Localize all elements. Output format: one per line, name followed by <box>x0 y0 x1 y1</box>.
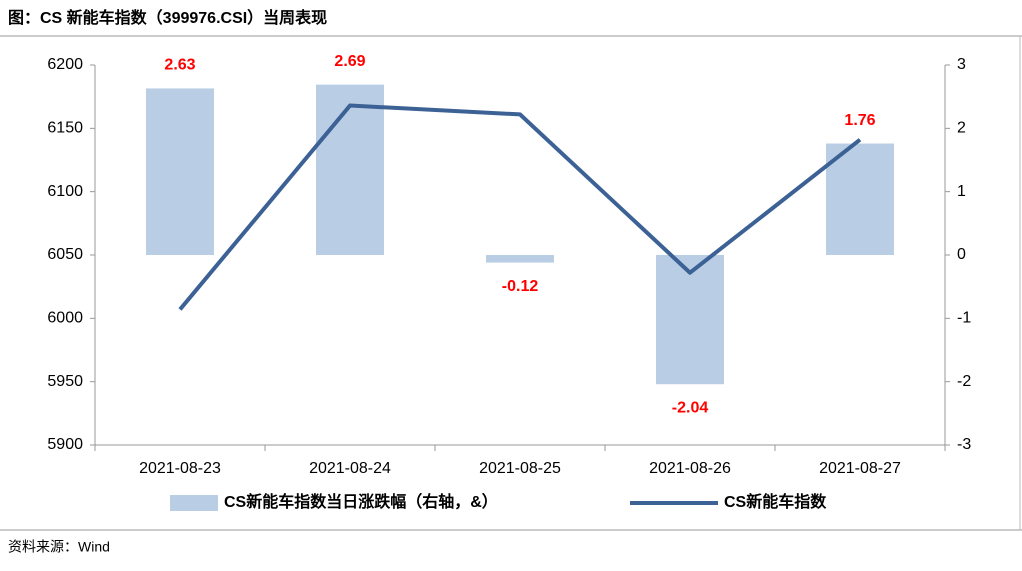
bar <box>486 255 554 263</box>
bar <box>656 255 724 385</box>
y2-tick-label: -1 <box>957 310 971 327</box>
y2-tick-label: -3 <box>957 436 971 453</box>
y2-tick-label: 3 <box>957 56 966 73</box>
line <box>178 103 862 311</box>
legend-label: CS新能车指数 <box>724 492 827 511</box>
data-label: 2.69 <box>334 53 365 70</box>
x-tick-label: 2021-08-25 <box>479 460 561 477</box>
y-tick-label: 6150 <box>47 120 83 137</box>
source: 资料来源：Wind <box>8 539 110 555</box>
bar <box>146 88 214 255</box>
y-tick-label: 5900 <box>47 436 83 453</box>
x-tick-label: 2021-08-27 <box>819 460 901 477</box>
x-tick-label: 2021-08-26 <box>649 460 731 477</box>
y2-tick-label: 2 <box>957 120 966 137</box>
bar <box>316 84 384 255</box>
x-tick-label: 2021-08-24 <box>309 460 391 477</box>
legend-swatch <box>170 495 218 511</box>
y2-tick-label: 1 <box>957 183 966 200</box>
bar <box>826 143 894 255</box>
y2-tick-label: 0 <box>957 246 966 263</box>
data-label: -0.12 <box>502 278 539 295</box>
data-label: 1.76 <box>844 112 875 129</box>
x-tick-label: 2021-08-23 <box>139 460 221 477</box>
data-label: -2.04 <box>672 399 709 416</box>
y2-tick-label: -2 <box>957 373 971 390</box>
y-tick-label: 6200 <box>47 56 83 73</box>
legend-label: CS新能车指数当日涨跌幅（右轴，&） <box>224 492 498 511</box>
data-label: 2.63 <box>164 57 195 74</box>
y-tick-label: 6100 <box>47 183 83 200</box>
chart-title: 图：CS 新能车指数（399976.CSI）当周表现 <box>8 8 327 27</box>
y-tick-label: 6050 <box>47 246 83 263</box>
y-tick-label: 6000 <box>47 310 83 327</box>
y-tick-label: 5950 <box>47 373 83 390</box>
